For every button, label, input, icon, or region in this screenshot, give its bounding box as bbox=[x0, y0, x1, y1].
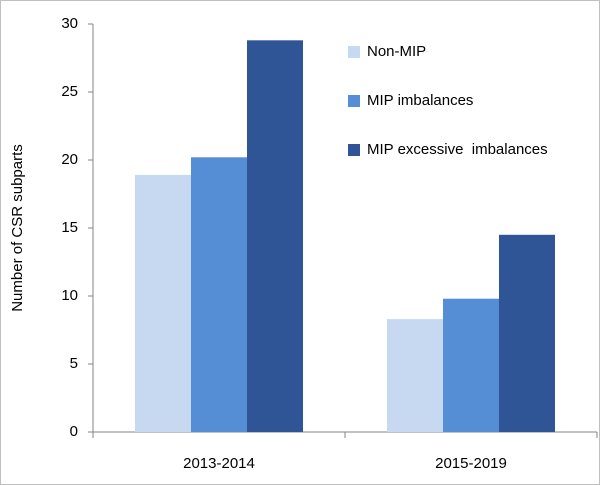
x-tick-label: 2013-2014 bbox=[183, 455, 255, 472]
y-tick-label: 0 bbox=[70, 423, 78, 440]
bar bbox=[135, 174, 191, 432]
legend-label: MIP excessive imbalances bbox=[367, 141, 548, 158]
y-tick-label: 5 bbox=[70, 355, 78, 372]
y-tick-label: 10 bbox=[61, 287, 78, 304]
legend-swatch bbox=[348, 144, 360, 156]
legend-swatch bbox=[348, 95, 360, 107]
legend-label: MIP imbalances bbox=[367, 92, 473, 109]
legend-label: Non-MIP bbox=[367, 43, 426, 60]
bar bbox=[191, 157, 247, 432]
bar bbox=[247, 40, 303, 432]
x-tick-label: 2015-2019 bbox=[435, 455, 507, 472]
y-tick-label: 20 bbox=[61, 151, 78, 168]
legend-swatch bbox=[348, 46, 360, 58]
bar bbox=[499, 234, 555, 432]
bar bbox=[387, 319, 443, 432]
y-tick-label: 25 bbox=[61, 83, 78, 100]
y-tick-label: 15 bbox=[61, 219, 78, 236]
y-tick-label: 30 bbox=[61, 15, 78, 32]
bar bbox=[443, 298, 499, 432]
y-axis-label: Number of CSR subparts bbox=[9, 144, 26, 312]
